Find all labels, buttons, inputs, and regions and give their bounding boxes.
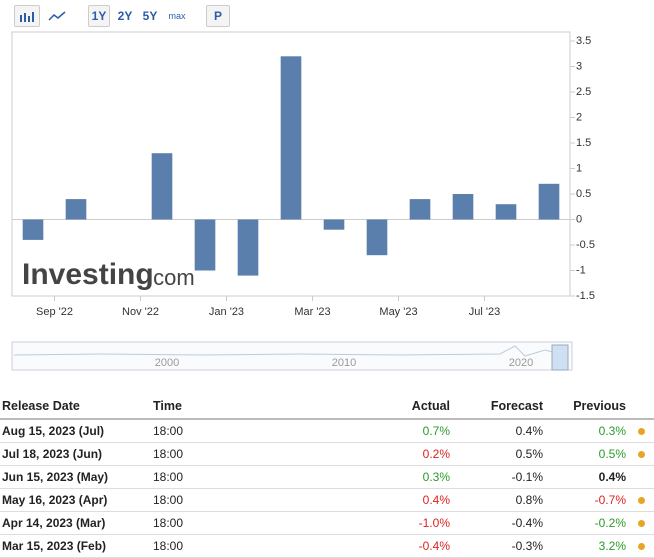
table-row: May 16, 2023 (Apr) 18:00 0.4% 0.8% -0.7%	[0, 489, 654, 512]
navigator[interactable]	[11, 341, 573, 371]
bar	[194, 219, 216, 271]
revised-indicator	[638, 543, 645, 550]
table-cell: Jul 18, 2023 (Jun)	[2, 447, 103, 461]
column-header: Time	[153, 399, 182, 413]
bar	[22, 219, 44, 240]
bar	[237, 219, 259, 276]
table-row: Apr 14, 2023 (Mar) 18:00 -1.0% -0.4% -0.2%	[0, 512, 654, 535]
x-tick-label: Nov '22	[122, 306, 159, 318]
table-cell: -1.0%	[418, 516, 450, 530]
chart: Investing .com -1.5 -1 -0.5 0 0.5 1 1.5 2 2.5 3 3.…	[11, 31, 595, 371]
y-tick-label: -0.5	[576, 239, 595, 251]
table-cell: 0.3%	[598, 424, 626, 438]
y-tick-label: 2	[576, 111, 582, 123]
watermark-brand: Investing	[22, 258, 154, 291]
bar	[366, 219, 388, 256]
table-cell: 3.2%	[598, 539, 626, 553]
column-header: Forecast	[490, 399, 543, 413]
table-cell: -0.1%	[511, 470, 543, 484]
table-cell: Aug 15, 2023 (Jul)	[2, 424, 105, 438]
column-header: Actual	[411, 399, 450, 413]
table-cell: 0.3%	[422, 470, 450, 484]
table-cell: 0.5%	[598, 447, 626, 461]
navigator-label: 2010	[332, 357, 356, 369]
revised-indicator	[638, 497, 645, 504]
table-row: Mar 15, 2023 (Feb) 18:00 -0.4% -0.3% 3.2%	[0, 535, 654, 558]
bar	[538, 183, 560, 220]
table-row: Aug 15, 2023 (Jul) 18:00 0.7% 0.4% 0.3%	[0, 420, 654, 443]
y-tick-label: 2.5	[576, 86, 591, 98]
plot-frame	[11, 31, 571, 297]
y-tick-label: -1	[576, 264, 586, 276]
bar	[280, 56, 302, 220]
table-cell: 18:00	[153, 470, 184, 484]
table-cell: May 16, 2023 (Apr)	[2, 493, 108, 507]
x-tick-label: Sep '22	[36, 306, 73, 318]
table-row: Jul 18, 2023 (Jun) 18:00 0.2% 0.5% 0.5%	[0, 443, 654, 466]
bar	[323, 219, 345, 230]
table-cell: Mar 15, 2023 (Feb)	[2, 539, 107, 553]
table-cell: 18:00	[153, 424, 184, 438]
table-cell: 18:00	[153, 447, 184, 461]
revised-indicator	[638, 428, 645, 435]
revised-indicator	[638, 520, 645, 527]
table-cell: 0.7%	[422, 424, 450, 438]
line-chart-button[interactable]	[44, 5, 70, 27]
table-cell: 0.5%	[515, 447, 543, 461]
range-button[interactable]: 5Y	[139, 5, 161, 27]
y-tick-label: 0.5	[576, 188, 591, 200]
bar	[452, 194, 474, 220]
table-cell: 18:00	[153, 493, 184, 507]
table-row: Jun 15, 2023 (May) 18:00 0.3% -0.1% 0.4%	[0, 466, 654, 489]
y-tick-label: 3	[576, 60, 582, 72]
table-cell: -0.2%	[594, 516, 626, 530]
y-tick-label: 1.5	[576, 137, 591, 149]
print-button[interactable]: P	[206, 5, 230, 27]
bar-chart-button[interactable]	[14, 5, 40, 27]
bar	[495, 204, 517, 220]
table-header: Release Date Time Actual Forecast Previous	[0, 394, 654, 420]
navigator-line	[13, 345, 561, 357]
bar	[409, 199, 431, 220]
x-tick-label: Jul '23	[469, 306, 500, 318]
navigator-label: 2020	[509, 357, 533, 369]
column-header: Release Date	[2, 399, 80, 413]
table-cell: 18:00	[153, 516, 184, 530]
table-cell: 0.4%	[598, 470, 626, 484]
y-tick-label: -1.5	[576, 290, 595, 302]
table-cell: Jun 15, 2023 (May)	[2, 470, 109, 484]
y-tick-label: 3.5	[576, 35, 591, 47]
history-table: Release Date Time Actual Forecast Previous Au…	[0, 394, 654, 558]
revised-indicator	[638, 451, 645, 458]
table-cell: 0.4%	[515, 424, 543, 438]
table-cell: -0.3%	[511, 539, 543, 553]
navigator-label: 2000	[155, 357, 179, 369]
column-header: Previous	[573, 399, 626, 413]
y-tick-label: 0	[576, 213, 582, 225]
navigator-handle[interactable]	[551, 344, 569, 371]
table-cell: 18:00	[153, 539, 184, 553]
table-cell: -0.7%	[594, 493, 626, 507]
bar	[65, 199, 87, 220]
table-cell: 0.4%	[422, 493, 450, 507]
watermark-suffix: .com	[147, 265, 195, 290]
bar	[151, 153, 173, 220]
table-cell: -0.4%	[511, 516, 543, 530]
table-cell: 0.8%	[515, 493, 543, 507]
range-button[interactable]: max	[163, 5, 191, 27]
range-button[interactable]: 2Y	[114, 5, 136, 27]
table-cell: Apr 14, 2023 (Mar)	[2, 516, 106, 530]
table-cell: -0.4%	[418, 539, 450, 553]
range-button[interactable]: 1Y	[88, 5, 110, 27]
table-cell: 0.2%	[422, 447, 450, 461]
x-tick-label: Mar '23	[294, 306, 330, 318]
x-tick-label: May '23	[379, 306, 417, 318]
x-tick-label: Jan '23	[209, 306, 244, 318]
y-tick-label: 1	[576, 162, 582, 174]
